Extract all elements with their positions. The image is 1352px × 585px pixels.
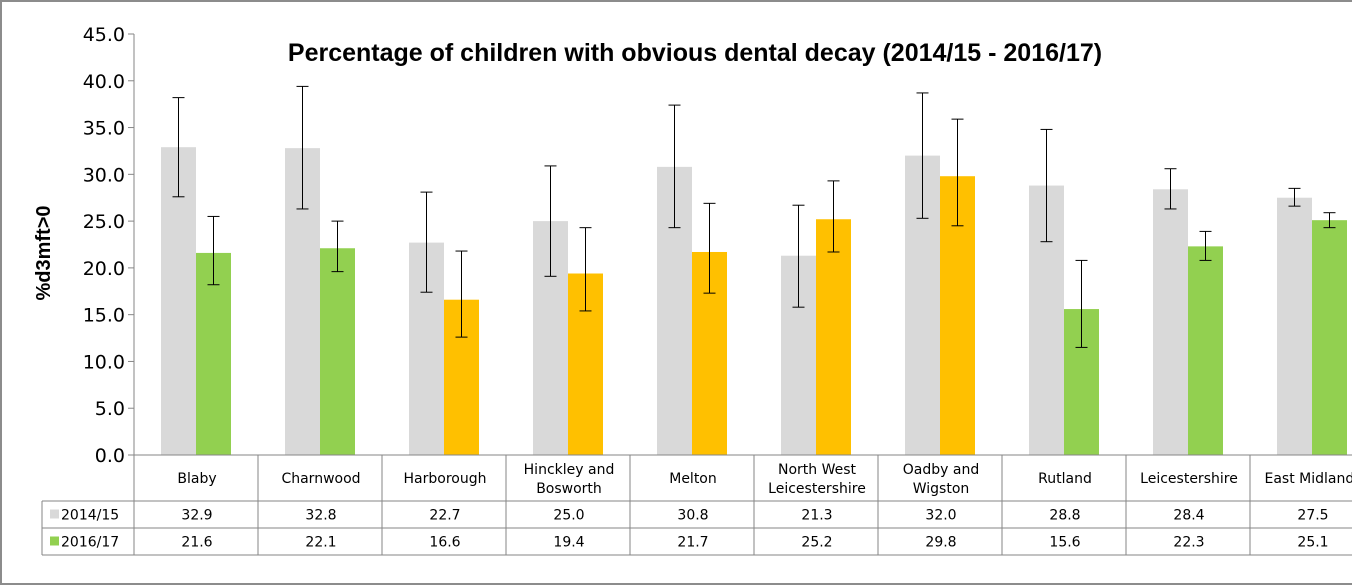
category-label: Wigston: [913, 481, 970, 497]
category-label: Hinckley and: [524, 462, 615, 478]
category-label: North West: [778, 462, 857, 478]
table-cell-value: 21.7: [677, 535, 708, 551]
bar-2016-17: [816, 219, 851, 455]
category-label: Melton: [669, 471, 717, 487]
bar-2016-17: [1312, 220, 1347, 455]
table-cell-value: 27.5: [1297, 508, 1328, 524]
legend-2014-15-label: 2014/15: [61, 508, 119, 524]
y-tick-label: 25.0: [83, 211, 125, 233]
bar-2014-15: [1153, 189, 1188, 455]
y-tick-label: 5.0: [95, 398, 125, 420]
bar-2016-17: [1188, 246, 1223, 455]
category-label: Blaby: [177, 471, 216, 487]
table-cell-value: 16.6: [429, 535, 460, 551]
y-tick-label: 45.0: [83, 24, 125, 46]
category-label: Bosworth: [536, 481, 602, 497]
table-cell-value: 30.8: [677, 508, 708, 524]
bar-2016-17: [196, 252, 231, 455]
legend-2016-17-label: 2016/17: [61, 535, 119, 551]
table-cell-value: 25.1: [1297, 535, 1328, 551]
table-cell-value: 28.8: [1049, 508, 1080, 524]
y-tick-label: 0.0: [95, 445, 125, 467]
legend-2014-15-swatch: [50, 509, 59, 519]
category-label: Charnwood: [281, 471, 360, 487]
category-label: Leicestershire: [768, 481, 866, 497]
table-cell-value: 29.8: [925, 535, 956, 551]
y-tick-label: 10.0: [83, 351, 125, 373]
y-tick-label: 40.0: [83, 71, 125, 93]
table-cell-value: 32.8: [305, 508, 336, 524]
bar-2014-15: [1277, 197, 1312, 455]
data-table: Blaby Charnwood Harborough Hinckley and Bosw…: [41, 454, 1352, 556]
y-tick-label: 30.0: [83, 164, 125, 186]
bar-2014-15: [161, 147, 196, 456]
table-cell-value: 21.3: [801, 508, 832, 524]
legend-2016-17-swatch: [50, 536, 59, 546]
table-cell-value: 25.2: [801, 535, 832, 551]
category-label: East Midlands: [1264, 471, 1352, 487]
category-label: Oadby and: [903, 462, 979, 478]
category-label: Harborough: [404, 471, 487, 487]
category-label: Rutland: [1038, 471, 1092, 487]
y-tick-label: 15.0: [83, 305, 125, 327]
table-cell-value: 32.9: [181, 508, 212, 524]
table-cell-value: 21.6: [181, 535, 212, 551]
table-cell-value: 32.0: [925, 508, 956, 524]
table-cell-value: 28.4: [1173, 508, 1204, 524]
plot-area: 0.0 5.0 10.0 15.0 20.0 25.0 30.0 35.0 40.0 45.0: [83, 24, 1347, 467]
chart-title: Percentage of children with obvious dent…: [288, 39, 1102, 67]
table-cell-value: 22.7: [429, 508, 460, 524]
y-tick-label: 35.0: [83, 118, 125, 140]
table-cell-value: 19.4: [553, 535, 584, 551]
table-cell-value: 15.6: [1049, 535, 1080, 551]
table-cell-value: 22.3: [1173, 535, 1204, 551]
table-cell-value: 25.0: [553, 508, 584, 524]
table-cell-value: 22.1: [305, 535, 336, 551]
y-tick-label: 20.0: [83, 258, 125, 280]
bar-2016-17: [320, 248, 355, 455]
category-label: Leicestershire: [1140, 471, 1238, 487]
y-axis-label: %d3mft>0: [33, 205, 55, 300]
